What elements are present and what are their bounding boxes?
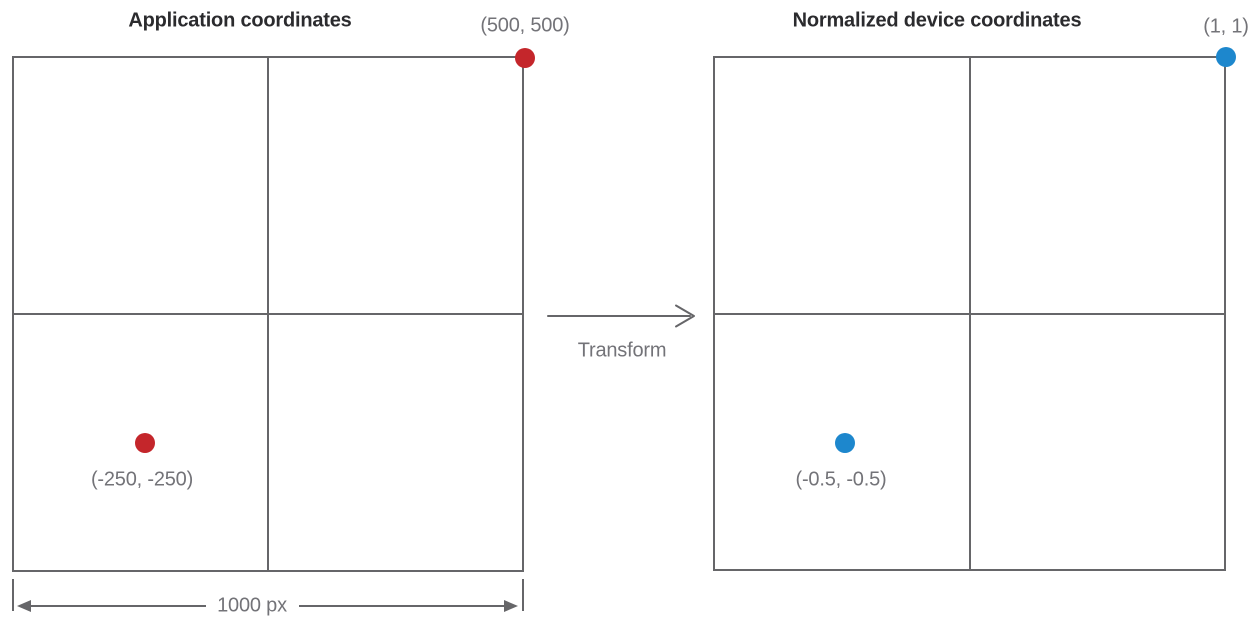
dimension-line-left-segment — [30, 605, 206, 607]
ndc-grid — [713, 56, 1226, 571]
ndc-corner-point-label: (1, 1) — [1203, 15, 1249, 38]
dimension-label: 1000 px — [217, 594, 287, 617]
ndc-title: Normalized device coordinates — [792, 9, 1082, 32]
application-grid-horizontal-axis — [14, 313, 522, 315]
dimension-arrowhead-right-icon — [504, 600, 518, 612]
application-coordinates-title: Application coordinates — [128, 9, 352, 32]
ndc-grid-horizontal-axis — [715, 312, 1224, 315]
ndc-inner-point-dot — [835, 433, 855, 453]
ndc-corner-point-dot — [1216, 47, 1236, 67]
transform-arrow-icon — [547, 304, 695, 328]
application-corner-point-dot — [515, 48, 535, 68]
transform-label: Transform — [577, 339, 667, 362]
application-coordinates-grid — [12, 56, 524, 572]
dimension-line-right-segment — [299, 605, 505, 607]
application-inner-point-label: (-250, -250) — [90, 468, 194, 491]
application-corner-point-label: (500, 500) — [480, 14, 570, 37]
dimension-tick-left — [12, 579, 14, 611]
ndc-inner-point-label: (-0.5, -0.5) — [795, 468, 887, 491]
dimension-tick-right — [522, 579, 524, 611]
application-inner-point-dot — [135, 433, 155, 453]
dimension-arrowhead-left-icon — [17, 600, 31, 612]
